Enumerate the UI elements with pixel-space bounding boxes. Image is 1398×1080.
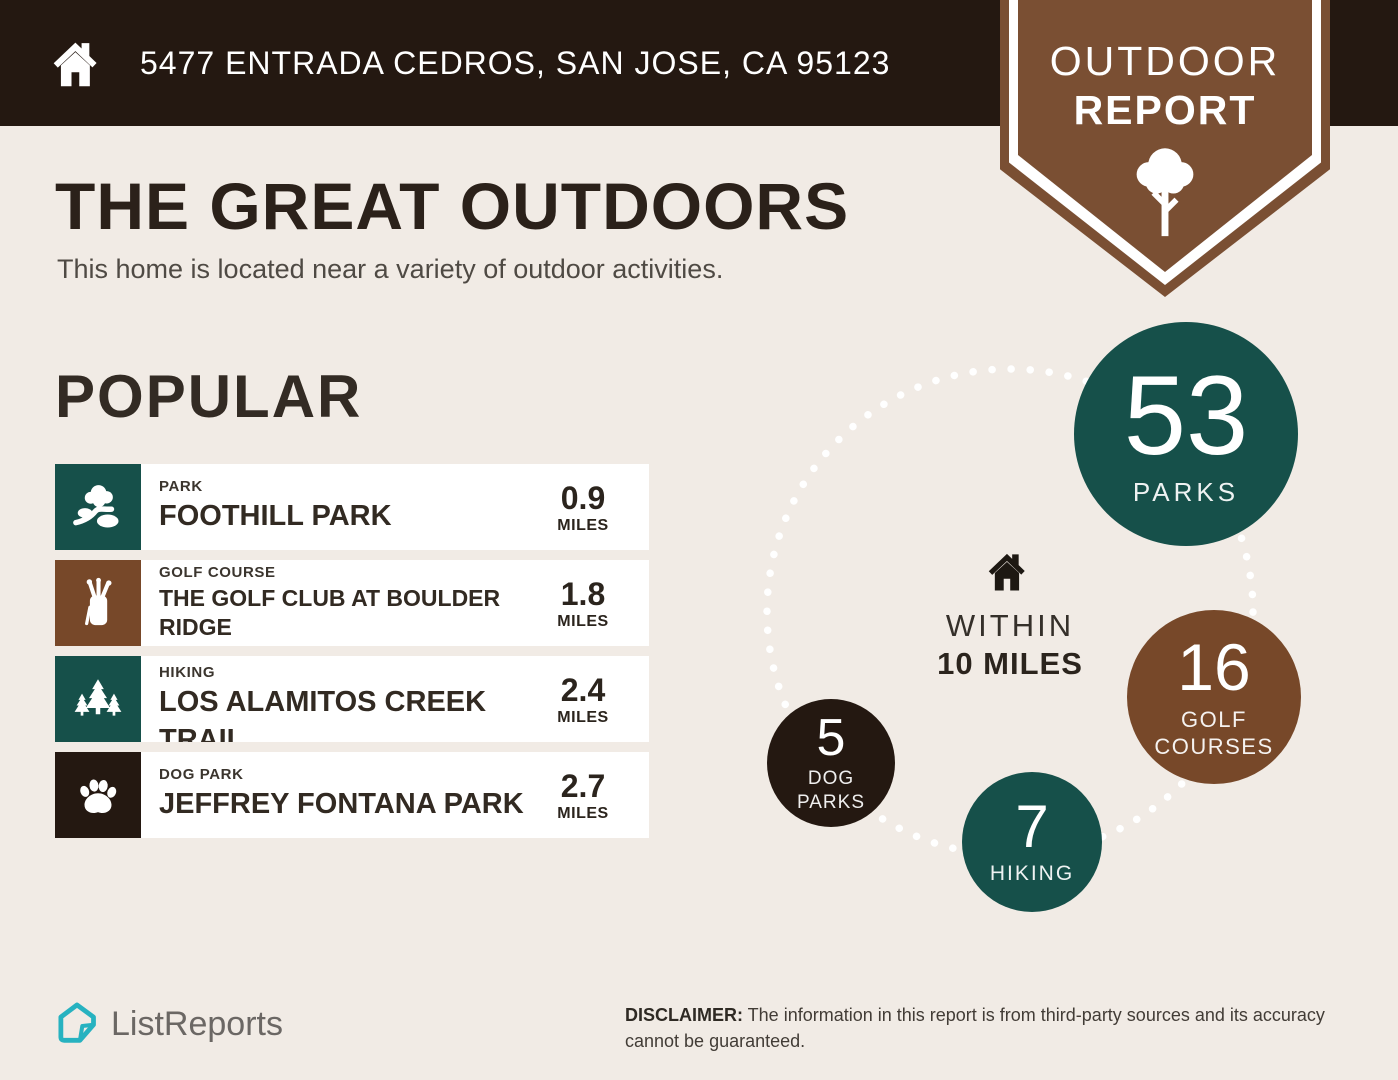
list-item-golf-course: GOLF COURSE THE GOLF CLUB AT BOULDER RID…: [55, 560, 649, 646]
item-category: GOLF COURSE: [159, 564, 276, 582]
item-distance-unit: MILES: [557, 804, 609, 822]
item-category: PARK: [159, 478, 203, 496]
item-category: HIKING: [159, 664, 216, 681]
popular-list: PARK FOOTHILL PARK 0.9 MILES GOLF COURSE…: [55, 464, 649, 848]
property-address: 5477 ENTRADA CEDROS, SAN JOSE, CA 95123: [140, 44, 891, 81]
stat-label: PARKS: [1132, 476, 1240, 507]
stat-value: 53: [1123, 352, 1249, 478]
stat-value: 5: [816, 708, 846, 767]
disclaimer-text: The information in this report is from t…: [625, 1005, 1325, 1052]
stat-bubble-golf-courses: 16 GOLF COURSES: [1127, 610, 1301, 784]
item-distance: 0.9: [560, 479, 606, 516]
listreports-logo: ListReports: [55, 1000, 283, 1048]
brand-name: ListReports: [111, 1004, 283, 1043]
stat-value: 16: [1177, 629, 1251, 704]
stat-label: HIKING: [989, 861, 1075, 885]
item-distance-unit: MILES: [557, 708, 609, 726]
list-item-hiking: HIKING LOS ALAMITOS CREEK TRAIL 2.4 MILE…: [55, 656, 649, 742]
stat-bubble-dog-parks: 5 DOG PARKS: [767, 699, 895, 827]
page-subtitle: This home is located near a variety of o…: [57, 254, 724, 284]
listreports-house-icon: [58, 1002, 96, 1043]
popular-heading: POPULAR: [55, 363, 363, 430]
item-distance-unit: MILES: [557, 516, 609, 534]
radius-miles-label: 10 MILES: [937, 646, 1083, 681]
paw-icon: [80, 779, 117, 813]
page-title: THE GREAT OUTDOORS: [55, 169, 850, 243]
item-distance: 1.8: [560, 575, 606, 612]
stat-value: 7: [1015, 792, 1049, 860]
badge-title-line2: REPORT: [1073, 87, 1257, 133]
stat-bubble-parks: 53 PARKS: [1074, 322, 1298, 546]
radius-center-label: WITHIN 10 MILES: [920, 545, 1100, 682]
item-name: LOS ALAMITOS CREEK TRAIL: [159, 686, 487, 742]
golf-bag-icon: [85, 577, 112, 626]
stat-label: GOLF COURSES: [1154, 706, 1274, 760]
item-distance-unit: MILES: [557, 612, 609, 630]
item-name: JEFFREY FONTANA PARK: [159, 788, 524, 821]
tree-icon: [1136, 148, 1194, 237]
disclaimer: DISCLAIMER: The information in this repo…: [625, 1002, 1365, 1054]
stat-bubble-hiking: 7 HIKING: [962, 772, 1102, 912]
list-item-dog-park: DOG PARK JEFFREY FONTANA PARK 2.7 MILES: [55, 752, 649, 838]
stat-label: DOG PARKS: [796, 767, 865, 813]
item-name: THE GOLF CLUB AT BOULDER RIDGE: [159, 585, 501, 640]
badge-title-line1: OUTDOOR: [1049, 38, 1281, 84]
item-distance: 2.7: [560, 767, 606, 804]
outdoor-report-badge: OUTDOOR REPORT: [1000, 0, 1330, 297]
disclaimer-label: DISCLAIMER:: [625, 1005, 743, 1025]
home-icon: [53, 42, 97, 87]
park-tree-path-icon: [73, 485, 119, 528]
item-category: DOG PARK: [159, 766, 244, 784]
home-icon: [988, 553, 1025, 591]
pine-trees-icon: [74, 679, 122, 716]
item-distance: 2.4: [560, 671, 606, 708]
item-name: FOOTHILL PARK: [159, 500, 392, 533]
list-item-park: PARK FOOTHILL PARK 0.9 MILES: [55, 464, 649, 550]
within-label: WITHIN: [945, 608, 1075, 643]
